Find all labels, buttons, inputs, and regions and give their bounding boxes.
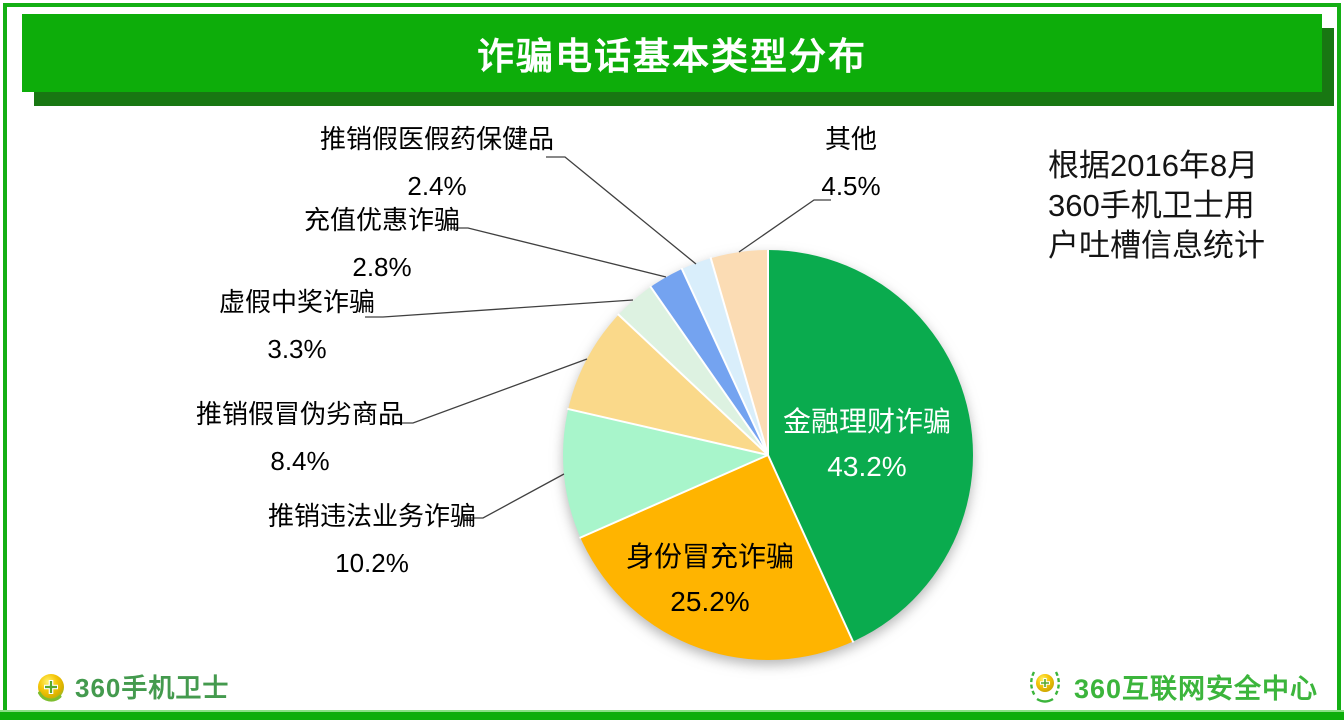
slice-label-pct: 8.4% — [270, 446, 330, 476]
slice-label-text: 其他 — [824, 124, 877, 154]
pie-chart — [563, 250, 973, 660]
bottom-green-bar — [0, 710, 1344, 720]
page-title: 诈骗电话基本类型分布 — [477, 36, 867, 77]
slice-label-pct: 2.4% — [407, 171, 467, 201]
source-note-line: 户吐槽信息统计 — [1048, 228, 1265, 263]
mobile-safe-logo: 360手机卫士 — [36, 668, 229, 705]
source-note: 根据2016年8月 360手机卫士用 户吐槽信息统计 — [1048, 146, 1265, 266]
slice-label-text: 推销假医假药保健品 — [319, 124, 554, 154]
wreath-emblem-icon — [1029, 671, 1060, 703]
slice-label-recharge: 充值优惠诈骗 2.8% — [212, 197, 552, 291]
slice-label-fake-medicine: 推销假医假药保健品 2.4% — [267, 116, 607, 210]
slice-label-text: 金融理财诈骗 — [782, 406, 951, 437]
security-center-logo: 360互联网安全中心 — [1025, 666, 1318, 706]
slice-label-text: 身份冒充诈骗 — [625, 541, 794, 572]
slice-label-fake-prize: 虚假中奖诈骗 3.3% — [127, 279, 467, 373]
slice-label-pct: 3.3% — [267, 334, 327, 364]
slice-label-finance: 金融理财诈骗 43.2% — [727, 399, 1007, 489]
slice-label-identity: 身份冒充诈骗 25.2% — [570, 534, 850, 624]
slice-label-text: 充值优惠诈骗 — [303, 205, 460, 235]
slice-label-pct: 4.5% — [821, 171, 881, 201]
slice-label-text: 推销违法业务诈骗 — [267, 501, 476, 531]
slice-label-counterfeit: 推销假冒伪劣商品 8.4% — [130, 391, 470, 485]
pie-separators — [566, 250, 855, 643]
header-bar: 诈骗电话基本类型分布 — [22, 14, 1322, 92]
source-note-line: 360手机卫士用 — [1048, 188, 1255, 223]
source-note-line: 根据2016年8月 — [1048, 148, 1259, 183]
security-center-logo-text: 360互联网安全中心 — [1073, 673, 1318, 704]
slice-label-text: 推销假冒伪劣商品 — [195, 399, 404, 429]
slice-label-text: 虚假中奖诈骗 — [218, 287, 375, 317]
360-ball-icon — [38, 673, 64, 702]
slice-label-pct: 10.2% — [335, 548, 409, 578]
slice-label-illegal-biz: 推销违法业务诈骗 10.2% — [202, 493, 542, 587]
slice-label-pct: 43.2% — [827, 451, 907, 482]
slice-label-pct: 2.8% — [352, 252, 412, 282]
mobile-safe-logo-text: 360手机卫士 — [75, 673, 230, 703]
slice-label-pct: 25.2% — [670, 586, 750, 617]
slice-label-other: 其他 4.5% — [681, 116, 1021, 210]
